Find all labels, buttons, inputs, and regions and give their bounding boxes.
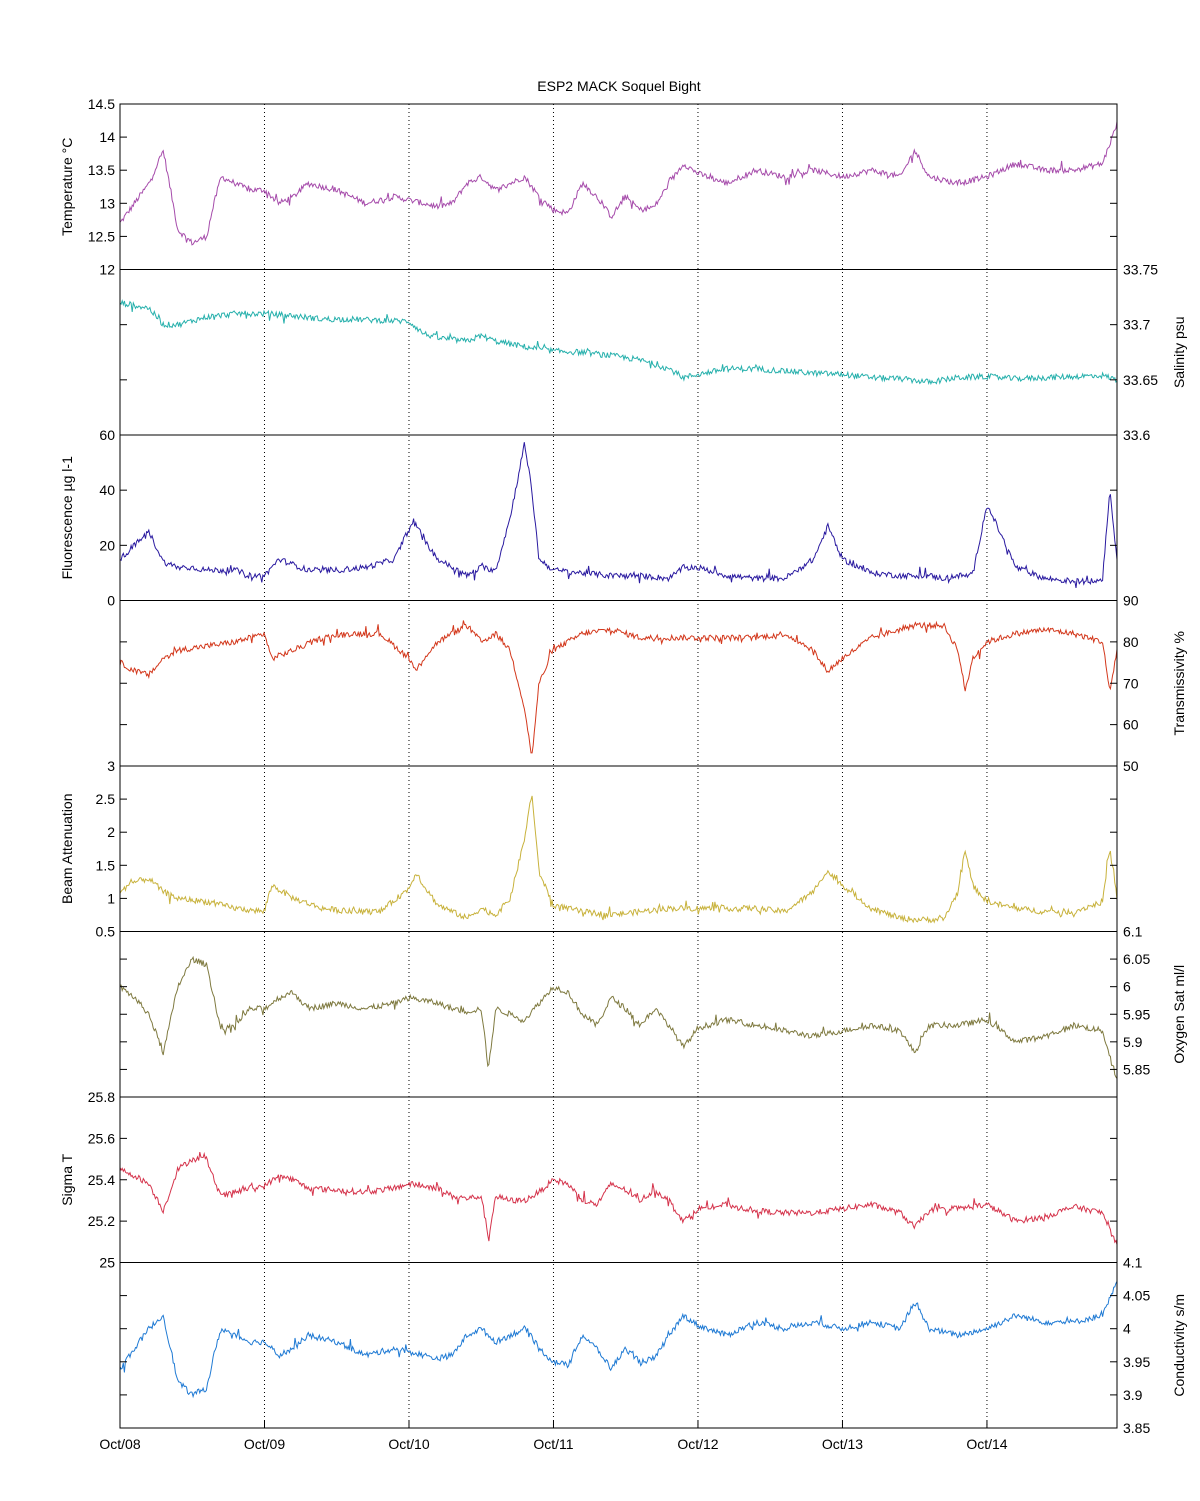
y-tick-label: 5.95 [1123, 1006, 1150, 1022]
y-tick-label: 2.5 [96, 791, 116, 807]
y-tick-label: 25.8 [88, 1089, 115, 1105]
x-tick-label: Oct/14 [966, 1436, 1007, 1452]
panel-frame [119, 1262, 1118, 1429]
y-tick-label: 12.5 [88, 228, 115, 244]
series-line [120, 955, 1118, 1079]
y-tick-label: 2 [107, 824, 115, 840]
y-tick-label: 5.9 [1123, 1034, 1143, 1050]
y-tick-label: 90 [1123, 593, 1139, 609]
panel-0: 12 12.5 13 13.5 14 14.5 Temperature °C [59, 96, 1118, 278]
y-tick-label: 25.4 [88, 1172, 115, 1188]
panel-4: 0.5 1 1.5 2 2.5 3 Beam Attenuation [59, 758, 1118, 940]
y-tick-label: 33.75 [1123, 262, 1158, 278]
y-tick-label: 3.85 [1123, 1420, 1150, 1436]
panel-frame [119, 103, 1118, 270]
y-tick-label: 3 [107, 758, 115, 774]
y-tick-label: 50 [1123, 758, 1139, 774]
y-axis-label: Temperature °C [59, 138, 75, 236]
y-tick-label: 6.1 [1123, 924, 1143, 940]
y-tick-label: 3.95 [1123, 1354, 1150, 1370]
panel-7: 3.85 3.9 3.95 4 4.05 4.1 Conductivity s/m [119, 1255, 1187, 1436]
y-tick-label: 20 [99, 537, 115, 553]
chart-title: ESP2 MACK Soquel Bight [537, 78, 701, 94]
y-tick-label: 4 [1123, 1321, 1131, 1337]
y-axis-label: Fluorescence µg l-1 [59, 456, 75, 579]
panel-6: 25 25.2 25.4 25.6 25.8 Sigma T [59, 1089, 1118, 1271]
panel-frame [119, 765, 1118, 932]
y-tick-label: 14 [99, 129, 115, 145]
panel-1: 33.6 33.65 33.7 33.75 Salinity psu [119, 262, 1187, 443]
panel-frame [119, 269, 1118, 436]
x-tick-label: Oct/12 [677, 1436, 718, 1452]
y-tick-label: 4.05 [1123, 1288, 1150, 1304]
series-line [119, 795, 1118, 924]
series-line [119, 299, 1118, 386]
series-line [119, 1281, 1118, 1399]
y-tick-label: 25.6 [88, 1130, 115, 1146]
y-tick-label: 3.9 [1123, 1387, 1143, 1403]
y-tick-label: 70 [1123, 675, 1139, 691]
y-tick-label: 80 [1123, 634, 1139, 650]
series-line [119, 121, 1118, 246]
x-tick-label: Oct/08 [99, 1436, 140, 1452]
y-tick-label: 33.65 [1123, 372, 1158, 388]
y-tick-label: 33.7 [1123, 317, 1150, 333]
x-tick-label: Oct/11 [533, 1436, 573, 1452]
y-tick-label: 60 [1123, 717, 1139, 733]
y-tick-label: 33.6 [1123, 427, 1150, 443]
y-axis-label: Beam Attenuation [59, 793, 75, 904]
panel-frame [119, 600, 1118, 767]
x-tick-label: Oct/13 [822, 1436, 863, 1452]
series-line [119, 620, 1118, 754]
y-tick-label: 25 [99, 1255, 115, 1271]
panel-3: 50 60 70 80 90 Transmissivity % [119, 593, 1187, 774]
y-tick-label: 25.2 [88, 1213, 115, 1229]
y-tick-label: 6.05 [1123, 951, 1150, 967]
y-tick-label: 6 [1123, 979, 1131, 995]
y-tick-label: 1.5 [96, 857, 116, 873]
y-tick-label: 13 [99, 195, 115, 211]
x-tick-label: Oct/09 [244, 1436, 285, 1452]
y-axis-label: Oxygen Sat ml/l [1171, 965, 1187, 1064]
panel-frame [119, 931, 1118, 1098]
series-line [119, 442, 1118, 588]
y-tick-label: 0 [107, 593, 115, 609]
y-tick-label: 12 [99, 262, 115, 278]
y-tick-label: 60 [99, 427, 115, 443]
y-tick-label: 0.5 [96, 924, 116, 940]
y-tick-label: 4.1 [1123, 1255, 1143, 1271]
y-tick-label: 13.5 [88, 162, 115, 178]
y-axis-label: Transmissivity % [1171, 631, 1187, 736]
y-tick-label: 1 [107, 890, 115, 906]
y-tick-label: 5.85 [1123, 1061, 1150, 1077]
y-tick-label: 14.5 [88, 96, 115, 112]
y-axis-label: Salinity psu [1171, 316, 1187, 388]
y-tick-label: 40 [99, 482, 115, 498]
panel-2: 0 20 40 60 Fluorescence µg l-1 [59, 427, 1118, 609]
x-tick-label: Oct/10 [388, 1436, 429, 1452]
series-line [119, 1151, 1118, 1245]
y-axis-label: Conductivity s/m [1171, 1294, 1187, 1397]
y-axis-label: Sigma T [59, 1153, 75, 1205]
panel-5: 5.85 5.9 5.95 6 6.05 6.1 Oxygen Sat ml/l [119, 924, 1187, 1098]
